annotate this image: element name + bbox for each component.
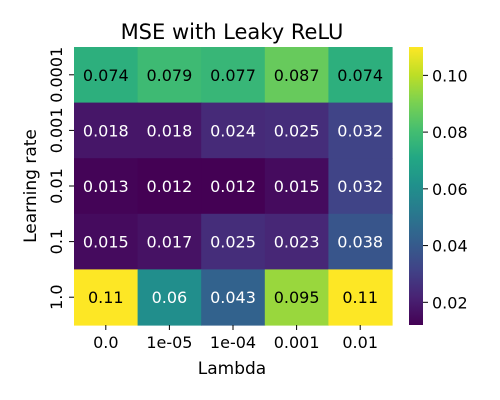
x-tick-label: 0.01 bbox=[342, 333, 378, 352]
x-tick-label: 1e-05 bbox=[146, 333, 192, 352]
heatmap-cell bbox=[137, 102, 202, 159]
heatmap-cell-label: 0.077 bbox=[210, 66, 256, 85]
heatmap-cell-label: 0.018 bbox=[83, 121, 129, 140]
heatmap-cell bbox=[74, 269, 139, 326]
heatmap-cell-label: 0.095 bbox=[274, 288, 320, 307]
heatmap-cell bbox=[137, 213, 202, 270]
heatmap-cell-label: 0.023 bbox=[274, 233, 320, 252]
y-tick-labels: 0.0001 0.001 0.01 0.1 1.0 bbox=[47, 47, 74, 310]
heatmap-cell-label: 0.043 bbox=[210, 288, 256, 307]
x-axis-label: Lambda bbox=[198, 359, 266, 379]
colorbar-tick-label: 0.06 bbox=[432, 180, 468, 199]
heatmap-cell bbox=[328, 213, 393, 270]
heatmap-cell-label: 0.025 bbox=[274, 121, 320, 140]
heatmap-cell bbox=[328, 47, 393, 104]
heatmap-cell bbox=[264, 269, 329, 326]
heatmap-cell-label: 0.025 bbox=[210, 233, 256, 252]
heatmap-cell-label: 0.015 bbox=[83, 233, 129, 252]
colorbar: 0.02 0.04 0.06 0.08 0.10 bbox=[409, 47, 468, 325]
heatmap-cell-label: 0.015 bbox=[274, 177, 320, 196]
colorbar-tick-label: 0.10 bbox=[432, 66, 468, 85]
heatmap-cell-label: 0.032 bbox=[337, 121, 383, 140]
heatmap-cell-label: 0.079 bbox=[146, 66, 192, 85]
heatmap-cell-label: 0.074 bbox=[83, 66, 129, 85]
heatmap-cell bbox=[74, 158, 139, 215]
colorbar-tick-label: 0.04 bbox=[432, 237, 468, 256]
heatmap-cell bbox=[137, 158, 202, 215]
heatmap-cell bbox=[74, 47, 139, 104]
heatmap-cell bbox=[328, 158, 393, 215]
colorbar-tick-label: 0.08 bbox=[432, 123, 468, 142]
y-tick-label: 0.0001 bbox=[47, 47, 66, 103]
y-tick-label: 0.001 bbox=[47, 107, 66, 153]
heatmap-cell bbox=[264, 102, 329, 159]
heatmap-cell bbox=[201, 47, 266, 104]
heatmap-cell bbox=[201, 269, 266, 326]
heatmap-cell-label: 0.032 bbox=[337, 177, 383, 196]
colorbar-gradient bbox=[409, 47, 423, 325]
heatmap-cell-label: 0.038 bbox=[337, 233, 383, 252]
heatmap-cell bbox=[264, 213, 329, 270]
heatmap-cell-label: 0.024 bbox=[210, 121, 256, 140]
heatmap-cell-label: 0.087 bbox=[274, 66, 320, 85]
chart-title: MSE with Leaky ReLU bbox=[121, 20, 344, 44]
heatmap-cell bbox=[264, 47, 329, 104]
colorbar-tick-label: 0.02 bbox=[432, 293, 468, 312]
x-tick-label: 0.001 bbox=[274, 333, 320, 352]
heatmap-cell-label: 0.013 bbox=[83, 177, 129, 196]
heatmap-cell bbox=[201, 158, 266, 215]
heatmap-cell bbox=[137, 269, 202, 326]
heatmap-cell-label: 0.06 bbox=[152, 288, 188, 307]
heatmap-cell-label: 0.11 bbox=[342, 288, 378, 307]
heatmap-cell-labels: 0.074 0.079 0.077 0.087 0.074 0.018 0.018 0.024… bbox=[83, 66, 383, 307]
heatmap-cell bbox=[74, 102, 139, 159]
x-tick-label: 0.0 bbox=[93, 333, 118, 352]
y-axis-label: Learning rate bbox=[21, 129, 41, 243]
heatmap-cell-label: 0.012 bbox=[210, 177, 256, 196]
heatmap-cell bbox=[137, 47, 202, 104]
heatmap-cell bbox=[201, 102, 266, 159]
x-tick-labels: 0.0 1e-05 1e-04 0.001 0.01 bbox=[93, 325, 378, 352]
heatmap-cell-label: 0.11 bbox=[88, 288, 124, 307]
heatmap-cell-label: 0.018 bbox=[146, 121, 192, 140]
x-tick-label: 1e-04 bbox=[210, 333, 256, 352]
heatmap-cell bbox=[328, 102, 393, 159]
y-tick-label: 0.1 bbox=[47, 229, 66, 254]
heatmap-cell bbox=[328, 269, 393, 326]
heatmap-cell bbox=[74, 213, 139, 270]
heatmap-cell-label: 0.074 bbox=[337, 66, 383, 85]
y-tick-label: 0.01 bbox=[47, 168, 66, 204]
heatmap-cell bbox=[264, 158, 329, 215]
heatmap-cell-label: 0.017 bbox=[146, 233, 192, 252]
y-tick-label: 1.0 bbox=[47, 284, 66, 309]
heatmap-cell bbox=[201, 213, 266, 270]
heatmap-cells bbox=[74, 47, 393, 326]
heatmap-cell-label: 0.012 bbox=[146, 177, 192, 196]
